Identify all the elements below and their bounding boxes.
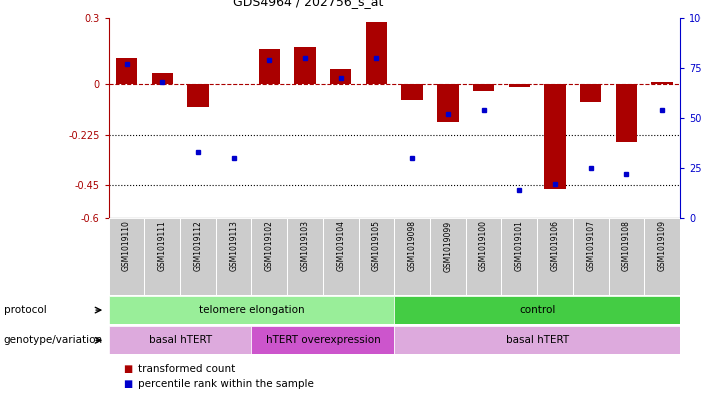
Text: genotype/variation: genotype/variation [4,335,102,345]
Bar [151,73,173,84]
Bar [580,84,601,102]
Bar [430,218,465,295]
Bar [109,326,252,354]
Text: GSM1019100: GSM1019100 [479,220,488,272]
Bar [437,84,458,122]
Text: percentile rank within the sample: percentile rank within the sample [138,379,314,389]
Text: GSM1019109: GSM1019109 [658,220,667,272]
Text: GSM1019098: GSM1019098 [408,220,416,272]
Bar [323,218,359,295]
Text: GSM1019103: GSM1019103 [301,220,310,272]
Text: GSM1019108: GSM1019108 [622,220,631,271]
Bar [116,58,137,84]
Bar [473,84,494,91]
Text: basal hTERT: basal hTERT [505,335,569,345]
Text: GSM1019107: GSM1019107 [586,220,595,272]
Text: GSM1019106: GSM1019106 [550,220,559,272]
Text: GSM1019113: GSM1019113 [229,220,238,271]
Text: GSM1019099: GSM1019099 [443,220,452,272]
Bar [216,218,252,295]
Text: hTERT overexpression: hTERT overexpression [266,335,380,345]
Text: telomere elongation: telomere elongation [198,305,304,315]
Bar [259,49,280,84]
Bar [537,218,573,295]
Bar [252,326,394,354]
Text: GSM1019104: GSM1019104 [336,220,346,272]
Bar [644,218,680,295]
Bar [109,218,144,295]
Text: protocol: protocol [4,305,46,315]
Text: control: control [519,305,555,315]
Bar [651,82,673,84]
Bar [109,296,394,324]
Text: GSM1019102: GSM1019102 [265,220,274,271]
Bar [615,84,637,142]
Bar [394,326,680,354]
Text: basal hTERT: basal hTERT [149,335,212,345]
Bar [294,47,315,84]
Text: transformed count: transformed count [138,364,236,374]
Bar [252,218,287,295]
Bar [144,218,180,295]
Bar [465,218,501,295]
Text: ■: ■ [123,364,132,374]
Bar [287,218,323,295]
Bar [359,218,394,295]
Bar [509,84,530,87]
Text: GSM1019112: GSM1019112 [193,220,203,271]
Text: GSM1019101: GSM1019101 [515,220,524,271]
Text: ■: ■ [123,379,132,389]
Bar [573,218,608,295]
Bar [402,84,423,100]
Bar [187,84,209,107]
Text: GSM1019105: GSM1019105 [372,220,381,272]
Bar [608,218,644,295]
Bar [394,218,430,295]
Text: GDS4964 / 202756_s_at: GDS4964 / 202756_s_at [233,0,384,8]
Bar [330,69,351,84]
Bar [394,296,680,324]
Bar [180,218,216,295]
Bar [366,22,387,84]
Bar [501,218,537,295]
Bar [544,84,566,189]
Text: GSM1019110: GSM1019110 [122,220,131,271]
Text: GSM1019111: GSM1019111 [158,220,167,271]
